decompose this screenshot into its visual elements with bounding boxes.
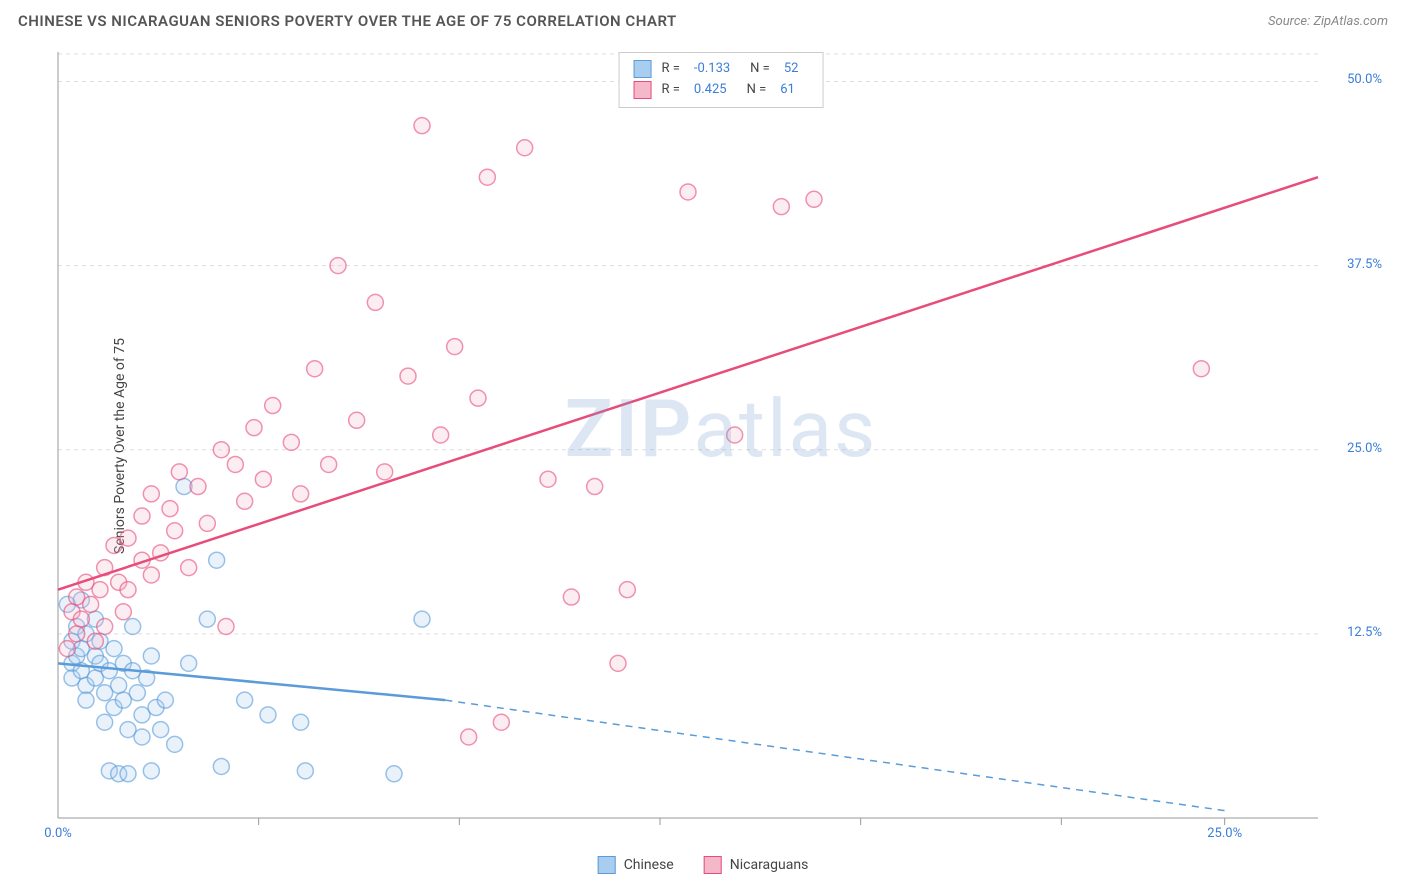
n-value-chinese: 52	[784, 59, 799, 80]
n-label: N =	[750, 59, 770, 80]
r-value-nicaraguans: 0.425	[694, 80, 727, 101]
legend-label-nicaraguans: Nicaraguans	[730, 857, 809, 873]
axis-tick-label: 0.0%	[44, 826, 72, 841]
correlation-legend: R = -0.133 N = 52 R = 0.425 N = 61	[619, 52, 824, 108]
r-label: R =	[662, 80, 680, 101]
scatter-plot-svg	[54, 48, 1388, 842]
n-label: N =	[747, 80, 767, 101]
axis-tick-label: 50.0%	[1347, 72, 1382, 87]
swatch-nicaraguans-icon	[704, 856, 722, 874]
r-value-chinese: -0.133	[694, 59, 730, 80]
source-prefix: Source:	[1268, 14, 1313, 29]
source-name: ZipAtlas.com	[1313, 14, 1388, 29]
series-legend: Chinese Nicaraguans	[598, 856, 809, 874]
swatch-nicaraguans	[634, 81, 652, 99]
chart-title: CHINESE VS NICARAGUAN SENIORS POVERTY OV…	[18, 12, 677, 30]
n-value-nicaraguans: 61	[780, 80, 795, 101]
axis-tick-label: 37.5%	[1347, 257, 1382, 272]
correlation-row-nicaraguans: R = 0.425 N = 61	[634, 80, 809, 101]
legend-item-chinese: Chinese	[598, 856, 674, 874]
correlation-row-chinese: R = -0.133 N = 52	[634, 59, 809, 80]
source-attribution: Source: ZipAtlas.com	[1268, 14, 1388, 29]
legend-item-nicaraguans: Nicaraguans	[704, 856, 809, 874]
axis-tick-label: 12.5%	[1347, 625, 1382, 640]
legend-label-chinese: Chinese	[624, 857, 674, 873]
swatch-chinese-icon	[598, 856, 616, 874]
r-label: R =	[662, 59, 680, 80]
axis-tick-label: 25.0%	[1207, 826, 1242, 841]
axis-tick-label: 25.0%	[1347, 441, 1382, 456]
chart-plot-area: ZIPatlas R = -0.133 N = 52 R = 0.425 N =…	[54, 48, 1388, 842]
chart-header: CHINESE VS NICARAGUAN SENIORS POVERTY OV…	[0, 0, 1406, 38]
swatch-chinese	[634, 60, 652, 78]
